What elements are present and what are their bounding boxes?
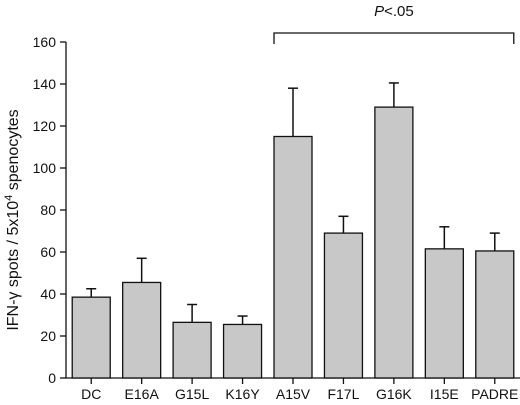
significance-label: P<.05 <box>374 3 414 20</box>
y-tick-label: 0 <box>48 370 56 386</box>
bar <box>222 323 263 379</box>
x-tick-label: A15V <box>276 386 311 402</box>
bar <box>475 250 515 379</box>
y-tick-label: 40 <box>40 286 56 302</box>
bar <box>323 232 364 379</box>
x-tick-label: I15E <box>430 386 459 402</box>
y-axis: 0 20 40 60 80 100 120 140 160 <box>33 34 67 386</box>
x-tick-label: K16Y <box>225 386 260 402</box>
y-tick-label: 100 <box>33 160 57 176</box>
y-axis-label-suffix: spenocytes <box>5 109 22 194</box>
y-axis-label: IFN-γ spots / 5x104 spenocytes <box>3 109 22 330</box>
y-axis-label-superscript: 4 <box>3 195 15 201</box>
y-tick-label: 160 <box>33 34 57 50</box>
y-tick-label: 120 <box>33 118 57 134</box>
bar <box>374 106 414 379</box>
significance-p: P <box>374 3 384 20</box>
error-bars <box>86 82 500 325</box>
bar <box>273 135 313 379</box>
y-tick-label: 60 <box>40 244 56 260</box>
x-tick-label: G16K <box>376 386 412 402</box>
y-tick-label: 140 <box>33 76 57 92</box>
y-tick-label: 20 <box>40 328 56 344</box>
y-axis-label-prefix: IFN-γ spots / 5x10 <box>5 201 22 331</box>
bar <box>71 296 111 379</box>
significance-value: <.05 <box>384 3 414 20</box>
significance-annotation: P<.05 <box>273 3 515 44</box>
bars <box>71 106 515 379</box>
x-tick-label: PADRE <box>471 386 518 402</box>
x-tick-label: E16A <box>125 386 160 402</box>
y-tick-label: 80 <box>40 202 56 218</box>
x-tick-label: G15L <box>175 386 209 402</box>
bar <box>122 281 162 379</box>
bar <box>172 321 212 379</box>
x-axis: DC E16A G15L K16Y A15V F17L G16K I15E PADRE <box>66 377 520 402</box>
x-tick-label: DC <box>81 386 101 402</box>
significance-bracket <box>273 32 515 44</box>
bar <box>424 248 464 379</box>
x-tick-label: F17L <box>327 386 359 402</box>
